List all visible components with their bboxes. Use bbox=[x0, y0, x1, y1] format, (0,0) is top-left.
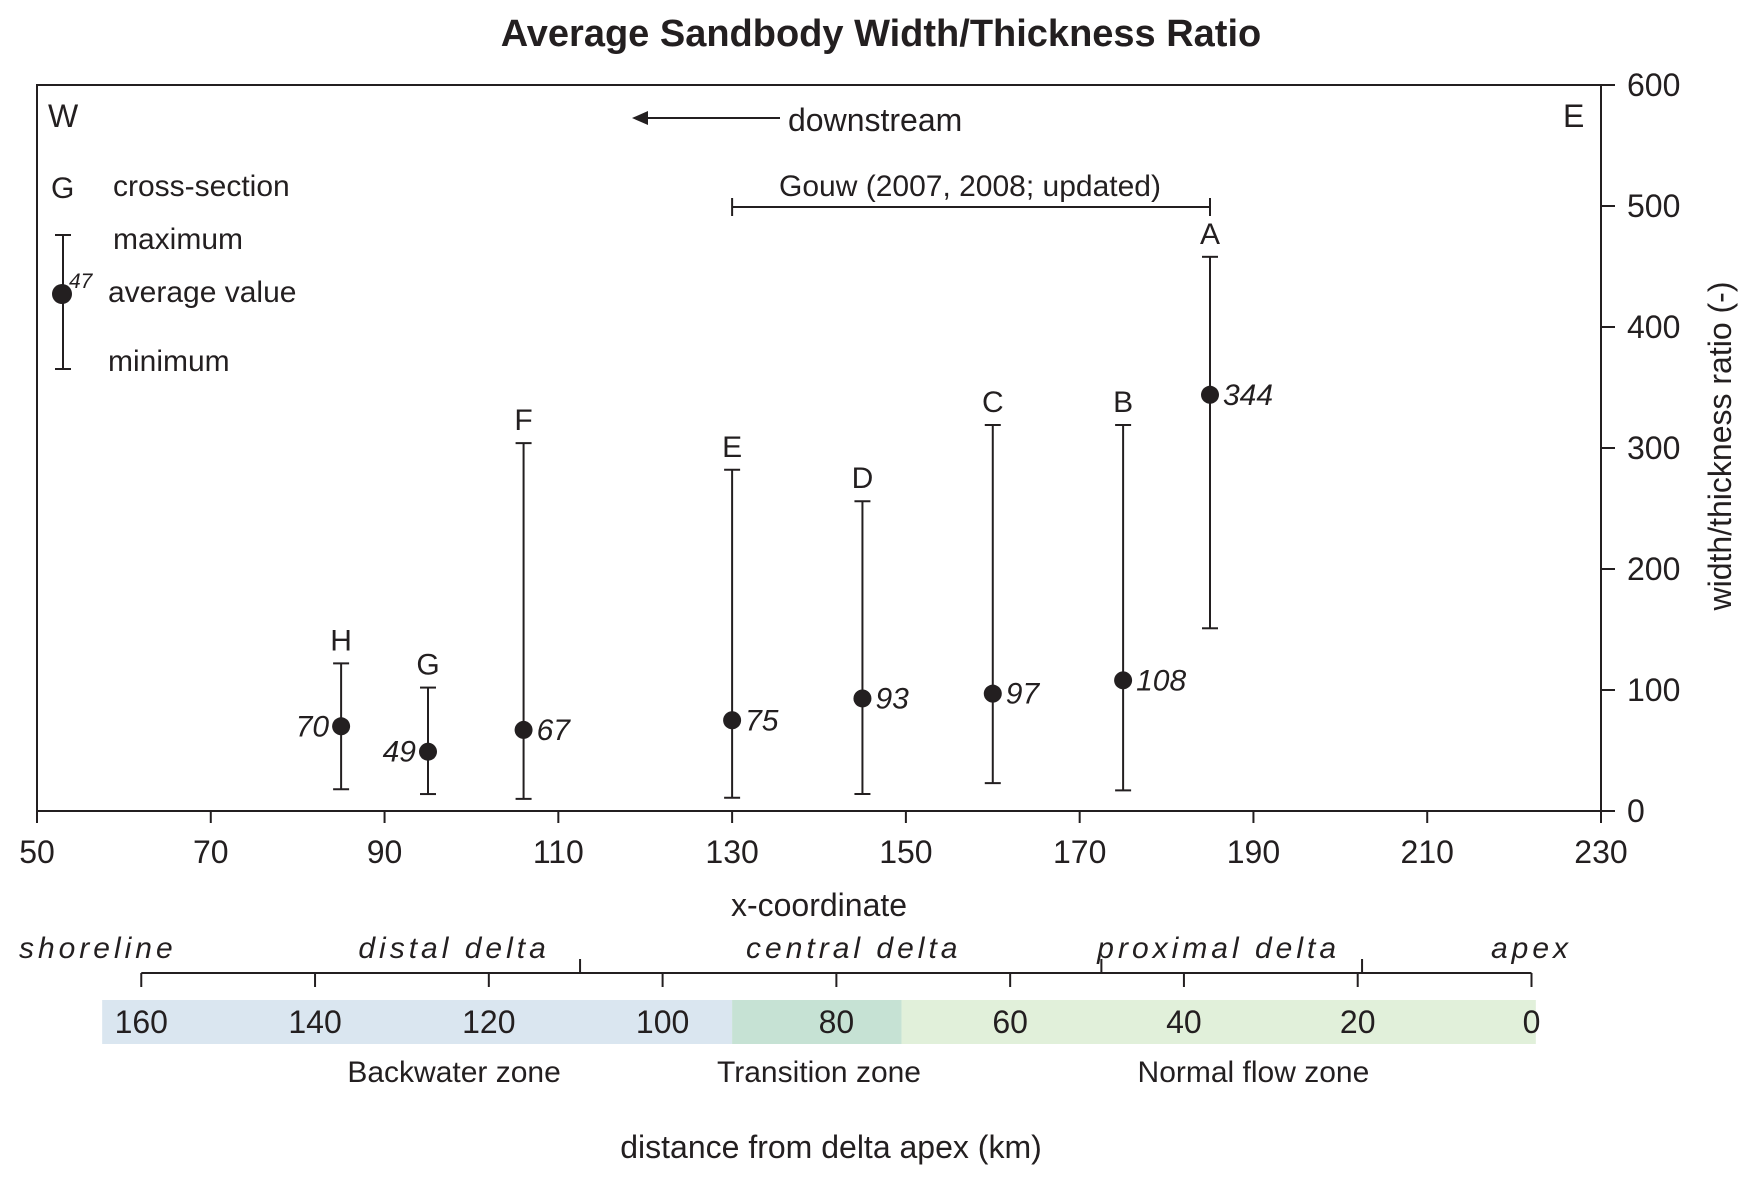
x-tick-label: 110 bbox=[533, 834, 584, 870]
delta-zone-label: central delta bbox=[746, 932, 961, 965]
distance-tick-label: 140 bbox=[288, 1004, 341, 1040]
downstream-label: downstream bbox=[788, 102, 962, 138]
y-axis-title: width/thickness ratio (-) bbox=[1702, 282, 1738, 612]
legend-letter-label: cross-section bbox=[113, 170, 290, 203]
section-letter: F bbox=[514, 404, 532, 437]
average-point bbox=[419, 742, 437, 761]
legend-average-value: 47 bbox=[69, 270, 94, 293]
average-point bbox=[1201, 385, 1219, 404]
section-g: G 49 bbox=[383, 649, 440, 796]
x-tick-label: 130 bbox=[705, 834, 758, 870]
average-point bbox=[983, 684, 1002, 703]
y-tick-label: 300 bbox=[1627, 430, 1680, 466]
distance-tick-label: 60 bbox=[992, 1004, 1028, 1040]
east-label: E bbox=[1563, 98, 1584, 134]
y-tick-label: 500 bbox=[1627, 188, 1680, 224]
delta-zone-label: apex bbox=[1491, 932, 1572, 965]
section-e: E 75 bbox=[722, 431, 779, 799]
average-label: 108 bbox=[1136, 664, 1186, 697]
distance-tick-label: 0 bbox=[1523, 1004, 1541, 1040]
average-label: 97 bbox=[1006, 678, 1041, 711]
x-axis: 50 70 90 110 130 150 170 190 210 230 bbox=[19, 811, 1628, 870]
x-tick-label: 170 bbox=[1053, 834, 1106, 870]
flow-zone-label: Transition zone bbox=[717, 1056, 921, 1089]
section-f: F 67 bbox=[514, 404, 572, 800]
delta-zone-label: proximal delta bbox=[1096, 932, 1340, 965]
average-point bbox=[514, 720, 533, 739]
section-letter: B bbox=[1113, 386, 1133, 419]
section-b: B 108 bbox=[1113, 386, 1186, 792]
delta-scale: shoreline distal delta central delta proxim… bbox=[19, 932, 1572, 1089]
flow-zone-band bbox=[102, 1000, 733, 1044]
average-label: 49 bbox=[383, 736, 417, 769]
legend-average-marker bbox=[52, 284, 72, 304]
section-letter: G bbox=[416, 649, 439, 682]
chart-title: Average Sandbody Width/Thickness Ratio bbox=[501, 13, 1262, 55]
average-label: 70 bbox=[296, 710, 330, 743]
west-label: W bbox=[48, 98, 79, 134]
section-letter: C bbox=[982, 386, 1004, 419]
delta-zone-label: shoreline bbox=[19, 932, 177, 965]
flow-zone-band bbox=[901, 1000, 1536, 1044]
delta-zone-label: distal delta bbox=[358, 932, 549, 965]
legend-average-label: average value bbox=[108, 276, 296, 309]
y-axis: 0 100 200 300 400 500 600 bbox=[1601, 67, 1680, 829]
y-tick-label: 600 bbox=[1627, 67, 1680, 103]
x-tick-label: 70 bbox=[193, 834, 229, 870]
average-point bbox=[723, 711, 742, 730]
distance-tick-label: 40 bbox=[1166, 1004, 1202, 1040]
average-label: 93 bbox=[875, 682, 909, 715]
distance-axis-title: distance from delta apex (km) bbox=[620, 1129, 1042, 1165]
legend-letter: G bbox=[51, 172, 74, 205]
gouw-bracket bbox=[731, 198, 1211, 216]
gouw-label: Gouw (2007, 2008; updated) bbox=[779, 170, 1161, 203]
x-tick-label: 210 bbox=[1401, 834, 1454, 870]
flow-zone-label: Normal flow zone bbox=[1138, 1056, 1370, 1089]
section-c: C 97 bbox=[982, 386, 1041, 785]
x-axis-title: x-coordinate bbox=[731, 887, 907, 923]
section-letter: E bbox=[722, 431, 742, 464]
data-series: H 70 G 49 F 67 E 75 D 93 C 97 B 108 A 344 bbox=[296, 218, 1273, 800]
distance-tick-label: 160 bbox=[115, 1004, 168, 1040]
x-tick-label: 150 bbox=[879, 834, 932, 870]
section-a: A 344 bbox=[1200, 218, 1273, 630]
x-tick-label: 190 bbox=[1227, 834, 1280, 870]
distance-tick-label: 120 bbox=[462, 1004, 515, 1040]
average-point bbox=[1114, 671, 1133, 690]
y-tick-label: 0 bbox=[1627, 793, 1645, 829]
legend-min-label: minimum bbox=[108, 345, 230, 378]
y-tick-label: 100 bbox=[1627, 672, 1680, 708]
distance-tick-label: 80 bbox=[819, 1004, 855, 1040]
section-letter: D bbox=[852, 462, 874, 495]
distance-tick-label: 100 bbox=[636, 1004, 689, 1040]
section-d: D 93 bbox=[852, 462, 909, 796]
average-point bbox=[332, 717, 351, 736]
flow-zone-band bbox=[732, 1000, 902, 1044]
legend-max-label: maximum bbox=[113, 223, 243, 256]
x-tick-label: 90 bbox=[367, 834, 403, 870]
flow-zone-label: Backwater zone bbox=[347, 1056, 560, 1089]
average-label: 344 bbox=[1223, 379, 1273, 412]
average-label: 75 bbox=[745, 704, 779, 737]
x-tick-label: 230 bbox=[1574, 834, 1627, 870]
section-h: H 70 bbox=[296, 624, 352, 791]
legend: G cross-section 47 maximum average value… bbox=[51, 170, 296, 378]
distance-tick-label: 20 bbox=[1340, 1004, 1376, 1040]
section-letter: H bbox=[330, 624, 352, 657]
downstream-arrow bbox=[632, 111, 780, 125]
arrow-head-icon bbox=[632, 111, 648, 125]
average-point bbox=[853, 689, 872, 708]
y-tick-label: 400 bbox=[1627, 309, 1680, 345]
y-tick-label: 200 bbox=[1627, 551, 1680, 587]
average-label: 67 bbox=[537, 714, 572, 747]
x-tick-label: 50 bbox=[19, 834, 55, 870]
section-letter: A bbox=[1200, 218, 1220, 251]
